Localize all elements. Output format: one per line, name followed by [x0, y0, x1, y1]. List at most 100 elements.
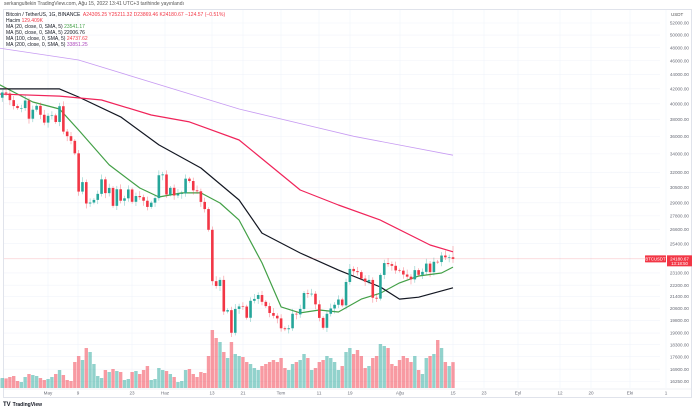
volume-bar: [336, 370, 341, 388]
volume-bar: [451, 362, 455, 388]
volume-bar: [176, 382, 180, 388]
y-tick-label: 38000.00: [670, 117, 690, 122]
legend-ma200-row[interactable]: MA (200, close, 0, SMA, 5) 33851.25: [6, 42, 225, 48]
volume-bar: [172, 377, 176, 388]
ma20-line: [0, 84, 454, 314]
candle: [92, 198, 96, 205]
volume-bar: [260, 366, 264, 388]
volume-bar: [248, 364, 253, 388]
candle-body: [84, 182, 88, 204]
volume-bar: [115, 371, 119, 388]
candle: [165, 170, 168, 198]
candle-body: [287, 328, 291, 330]
candle-body: [402, 270, 405, 275]
candle-body: [226, 310, 229, 312]
volume-bar: [267, 362, 272, 388]
volume-bar: [84, 348, 88, 388]
candle-body: [92, 199, 96, 203]
volume-bar: [348, 348, 352, 388]
candle-body: [375, 297, 378, 299]
y-tick-label: 25400.00: [670, 241, 690, 246]
y-tick-label: 29000.00: [670, 200, 690, 205]
candle: [88, 198, 92, 207]
price-axis-unit: USDT: [671, 12, 684, 17]
candle-body: [318, 304, 321, 318]
candle: [360, 270, 363, 281]
volume-bar: [46, 379, 50, 388]
candle-body: [62, 106, 65, 132]
candle: [287, 324, 291, 334]
x-tick-label: 9: [77, 391, 80, 396]
volume-bar: [107, 372, 111, 388]
candle-body: [27, 100, 31, 119]
candle-body: [214, 281, 218, 286]
ma100-line: [0, 93, 454, 253]
ma100-value: 24737.62: [66, 36, 88, 42]
candle-body: [176, 193, 180, 196]
candle-body: [348, 268, 352, 282]
legend-ma50-row[interactable]: MA (50, close, 0, SMA, 5) 22006.76: [6, 30, 225, 36]
volume-bar: [122, 380, 127, 388]
candle: [27, 97, 31, 124]
candle-body: [432, 261, 436, 273]
candle: [333, 302, 336, 314]
candle-body: [360, 272, 363, 279]
candle: [298, 304, 302, 318]
volume-bar: [8, 377, 12, 388]
volume-bar: [256, 370, 260, 388]
volume-bar: [378, 344, 383, 388]
candle-body: [379, 274, 382, 299]
candle-body: [142, 197, 145, 201]
volume-bar: [210, 330, 215, 388]
candle: [214, 276, 218, 289]
candle: [318, 300, 321, 322]
candle-body: [42, 114, 46, 123]
candle-body: [241, 306, 245, 308]
volume-bar: [92, 364, 96, 388]
candle-body: [138, 196, 142, 198]
candle: [58, 102, 61, 127]
y-tick-label: 23100.00: [670, 271, 690, 276]
volume-bar: [321, 360, 325, 388]
candle-body: [35, 105, 38, 110]
candle: [16, 104, 19, 110]
volume-bar: [141, 370, 146, 388]
candle: [424, 258, 428, 275]
volume-bar: [306, 358, 310, 388]
candle-body: [253, 298, 256, 301]
price-tag-value: 24180.67: [670, 256, 689, 261]
legend-ma100-row[interactable]: MA (100, close, 0, SMA, 5) 24737.62: [6, 36, 225, 42]
candle: [195, 185, 199, 194]
volume-bar: [325, 356, 329, 388]
candle-body: [302, 293, 306, 309]
candle-body: [398, 270, 401, 271]
candle: [130, 187, 134, 204]
volume-bar: [164, 371, 169, 388]
candle-body: [81, 182, 84, 192]
candle: [100, 174, 103, 197]
y-tick-label: 48000.00: [670, 45, 690, 50]
x-tick-label: 12: [557, 391, 563, 396]
candle: [211, 226, 214, 286]
candle: [46, 113, 50, 128]
volume-bar: [153, 379, 157, 388]
volume-bar: [439, 348, 444, 388]
tradingview-logo[interactable]: TV TradingView: [3, 402, 42, 408]
volume-bar: [99, 378, 104, 388]
candle: [180, 190, 184, 199]
candle: [371, 277, 375, 303]
legend-ma20-row[interactable]: MA (20, close, 0, SMA, 5) 23541.17: [6, 24, 225, 30]
candle-body: [180, 193, 184, 194]
legend-volume-row[interactable]: Hacim 129.409K: [6, 18, 225, 24]
x-tick-label: 11: [317, 391, 322, 396]
candle: [218, 277, 222, 291]
volume-bar: [264, 364, 268, 388]
volume-bar: [237, 356, 241, 388]
volume-bar: [42, 380, 46, 388]
candle: [398, 268, 401, 273]
volume-bar: [80, 360, 85, 388]
candle: [123, 195, 126, 206]
volume-bar: [397, 360, 402, 388]
candle: [119, 184, 122, 204]
